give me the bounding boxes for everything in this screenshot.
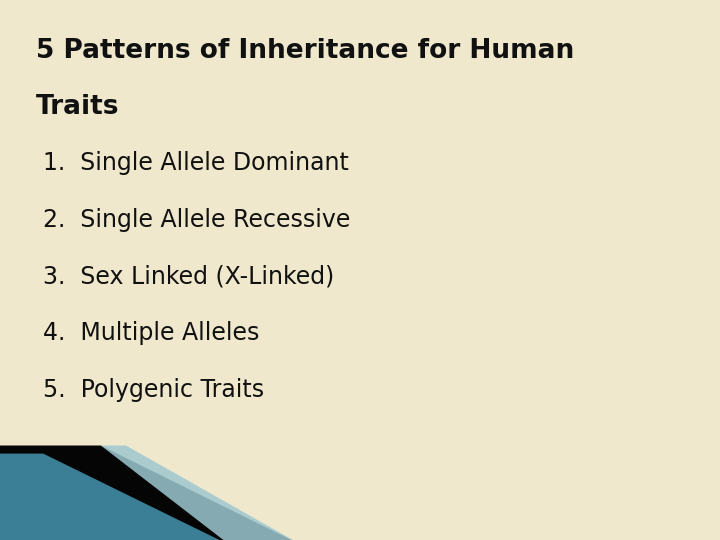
Polygon shape <box>101 446 302 540</box>
Polygon shape <box>0 454 230 540</box>
Text: 1.  Single Allele Dominant: 1. Single Allele Dominant <box>43 151 349 175</box>
Text: 3.  Sex Linked (X-Linked): 3. Sex Linked (X-Linked) <box>43 265 335 288</box>
Text: 2.  Single Allele Recessive: 2. Single Allele Recessive <box>43 208 351 232</box>
Text: 5 Patterns of Inheritance for Human: 5 Patterns of Inheritance for Human <box>36 38 575 64</box>
Text: Traits: Traits <box>36 94 120 120</box>
Text: 4.  Multiple Alleles: 4. Multiple Alleles <box>43 321 260 345</box>
Polygon shape <box>0 446 302 540</box>
Text: 5.  Polygenic Traits: 5. Polygenic Traits <box>43 378 264 402</box>
